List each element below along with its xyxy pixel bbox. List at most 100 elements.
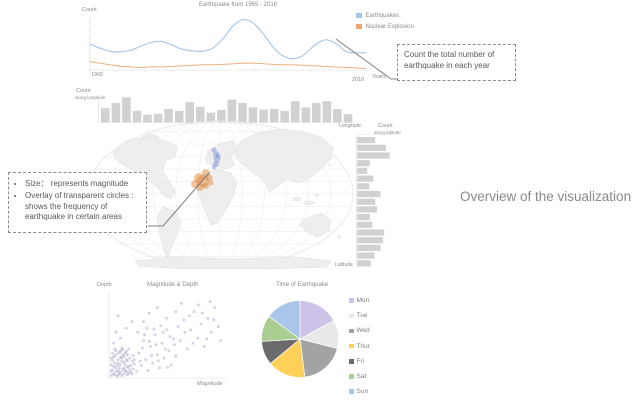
scatter-point [113,373,117,377]
scatter-point [119,349,122,353]
scatter-point [174,310,178,314]
histogram-bar [238,103,247,123]
scatter-point [147,340,151,343]
scatter-point [156,359,160,363]
scatter-point [125,353,129,357]
legend-swatch [349,389,354,394]
scatter-point [114,330,118,334]
scatter-point [113,347,117,351]
longitude-histogram-x-label: Longitude [339,123,361,129]
scatter-point [124,358,128,362]
scatter-point [165,328,168,332]
scatter-point [123,351,127,355]
scatter-point [173,343,176,347]
scatter-point [139,364,143,367]
histogram-bar [280,110,289,123]
scatter-point [116,373,120,377]
scatter-point [120,359,124,363]
legend-swatch [349,359,354,364]
histogram-bar [290,101,300,123]
islands-indonesia [292,196,302,202]
scatter-point [121,368,125,372]
earthquake-cluster-orange [196,183,204,191]
histogram-bar [196,106,205,123]
scatter-point [128,368,132,372]
legend-item: Earthquakes [356,10,414,21]
histogram-bar [357,229,385,236]
legend-swatch [349,374,354,379]
scatter-point [169,363,173,367]
scatter-point [110,351,114,355]
annotation-yearly-count: Count the total number of earthquake in … [397,44,516,81]
scatter-point [125,359,129,363]
scatter-point [124,349,128,353]
scatter-point [119,355,122,359]
line-chart-x-axis-label: Years [372,74,386,80]
scatter-point [125,373,129,377]
legend-label: Thur [356,342,370,350]
scatter-point [163,347,167,351]
earthquake-cluster-orange [208,180,214,186]
scatter-point [150,354,153,358]
longitude-histogram-y-sublabel: along longitude [75,95,106,100]
legend-swatch [349,313,354,319]
scatter-point [212,318,216,322]
scatter-point [171,337,175,341]
histogram-bar [357,214,370,221]
pie-slice-wed [299,338,338,378]
scatter-point [127,364,131,368]
scatter-point [120,374,124,377]
scatter-point [130,359,134,363]
continent-antarctica [134,256,332,270]
scatter-point [117,350,121,354]
scatter-point [128,356,132,360]
scatter-point [216,325,220,328]
scatter-point [122,354,126,358]
legend-swatch [356,12,362,19]
scatter-point [122,360,126,364]
continent-asia [234,128,334,194]
scatter-point [125,365,129,369]
histogram-bar [143,114,152,123]
legend-item: Sun [349,384,370,399]
latitude-histogram [356,134,396,267]
scatter-point [120,346,124,350]
scatter-point [180,301,183,305]
histogram-bar [357,167,368,174]
scatter-point [129,364,133,367]
scatter-point [142,320,145,324]
scatter-point [209,330,213,334]
scatter-point [185,347,189,351]
scatter-point [127,371,131,375]
scatter-point [213,306,217,309]
continent-europe [204,140,238,170]
histogram-bar [357,198,376,205]
histogram-bar [357,252,375,259]
histogram-bar [357,183,370,190]
histogram-bar [357,206,377,213]
scatter-title: Magnitude & Depth [147,282,199,288]
histogram-bar [227,99,237,123]
legend-label: Nuclear Explosion [365,23,414,30]
histogram-bar [312,103,321,123]
line-chart-x-tick-start: 1965 [91,72,104,78]
legend-swatch [356,23,362,30]
scatter-point [131,367,135,371]
histogram-bar [185,102,194,123]
scatter-point [109,363,113,367]
scatter-point [206,316,210,320]
histogram-bar [132,110,142,123]
scatter-point [144,358,148,362]
scatter-point [176,325,180,328]
scatter-point [182,318,186,322]
histogram-bar [357,175,374,182]
legend-label: Wed [356,327,370,335]
histogram-bar [111,103,121,123]
scatter-point [188,314,191,318]
scatter-point [123,369,127,372]
scatter-point [162,356,166,360]
legend-label: Sun [356,388,369,396]
annotation-yearly-count-text: Count the total number of earthquake in … [404,50,495,70]
scatter-point [160,341,164,345]
